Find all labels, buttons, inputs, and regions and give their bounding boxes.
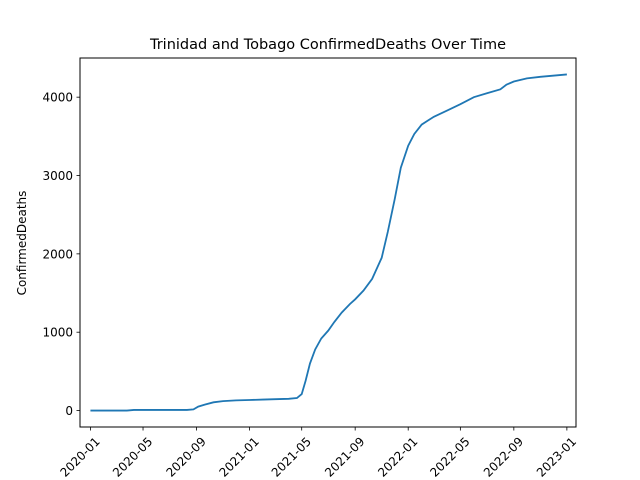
series-line — [90, 73, 567, 412]
y-tick-label: 4000 — [42, 91, 73, 105]
x-tick-label: 2022-05 — [427, 434, 472, 479]
chart-title: Trinidad and Tobago ConfirmedDeaths Over… — [149, 37, 506, 53]
y-tick-label: 0 — [65, 404, 73, 418]
y-axis: 0 1000 2000 3000 4000 — [42, 91, 80, 418]
x-tick-label: 2021-09 — [322, 434, 367, 479]
y-tick-label: 2000 — [42, 247, 73, 261]
x-tick-label: 2021-01 — [217, 434, 262, 479]
x-tick-label: 2023-01 — [534, 434, 579, 479]
y-tick-label: 1000 — [42, 326, 73, 340]
x-tick-label: 2022-01 — [375, 434, 420, 479]
x-tick-label: 2020-01 — [57, 434, 102, 479]
x-tick-label: 2021-05 — [269, 434, 314, 479]
plot-frame — [79, 57, 577, 428]
y-tick-label: 3000 — [42, 169, 73, 183]
x-tick-label: 2020-09 — [163, 434, 208, 479]
y-axis-label: ConfirmedDeaths — [15, 191, 29, 296]
x-tick-label: 2022-09 — [481, 434, 526, 479]
x-tick-label: 2020-05 — [110, 434, 155, 479]
x-axis: 2020-01 2020-05 2020-09 2021-01 2021-05 2021-… — [57, 427, 579, 480]
